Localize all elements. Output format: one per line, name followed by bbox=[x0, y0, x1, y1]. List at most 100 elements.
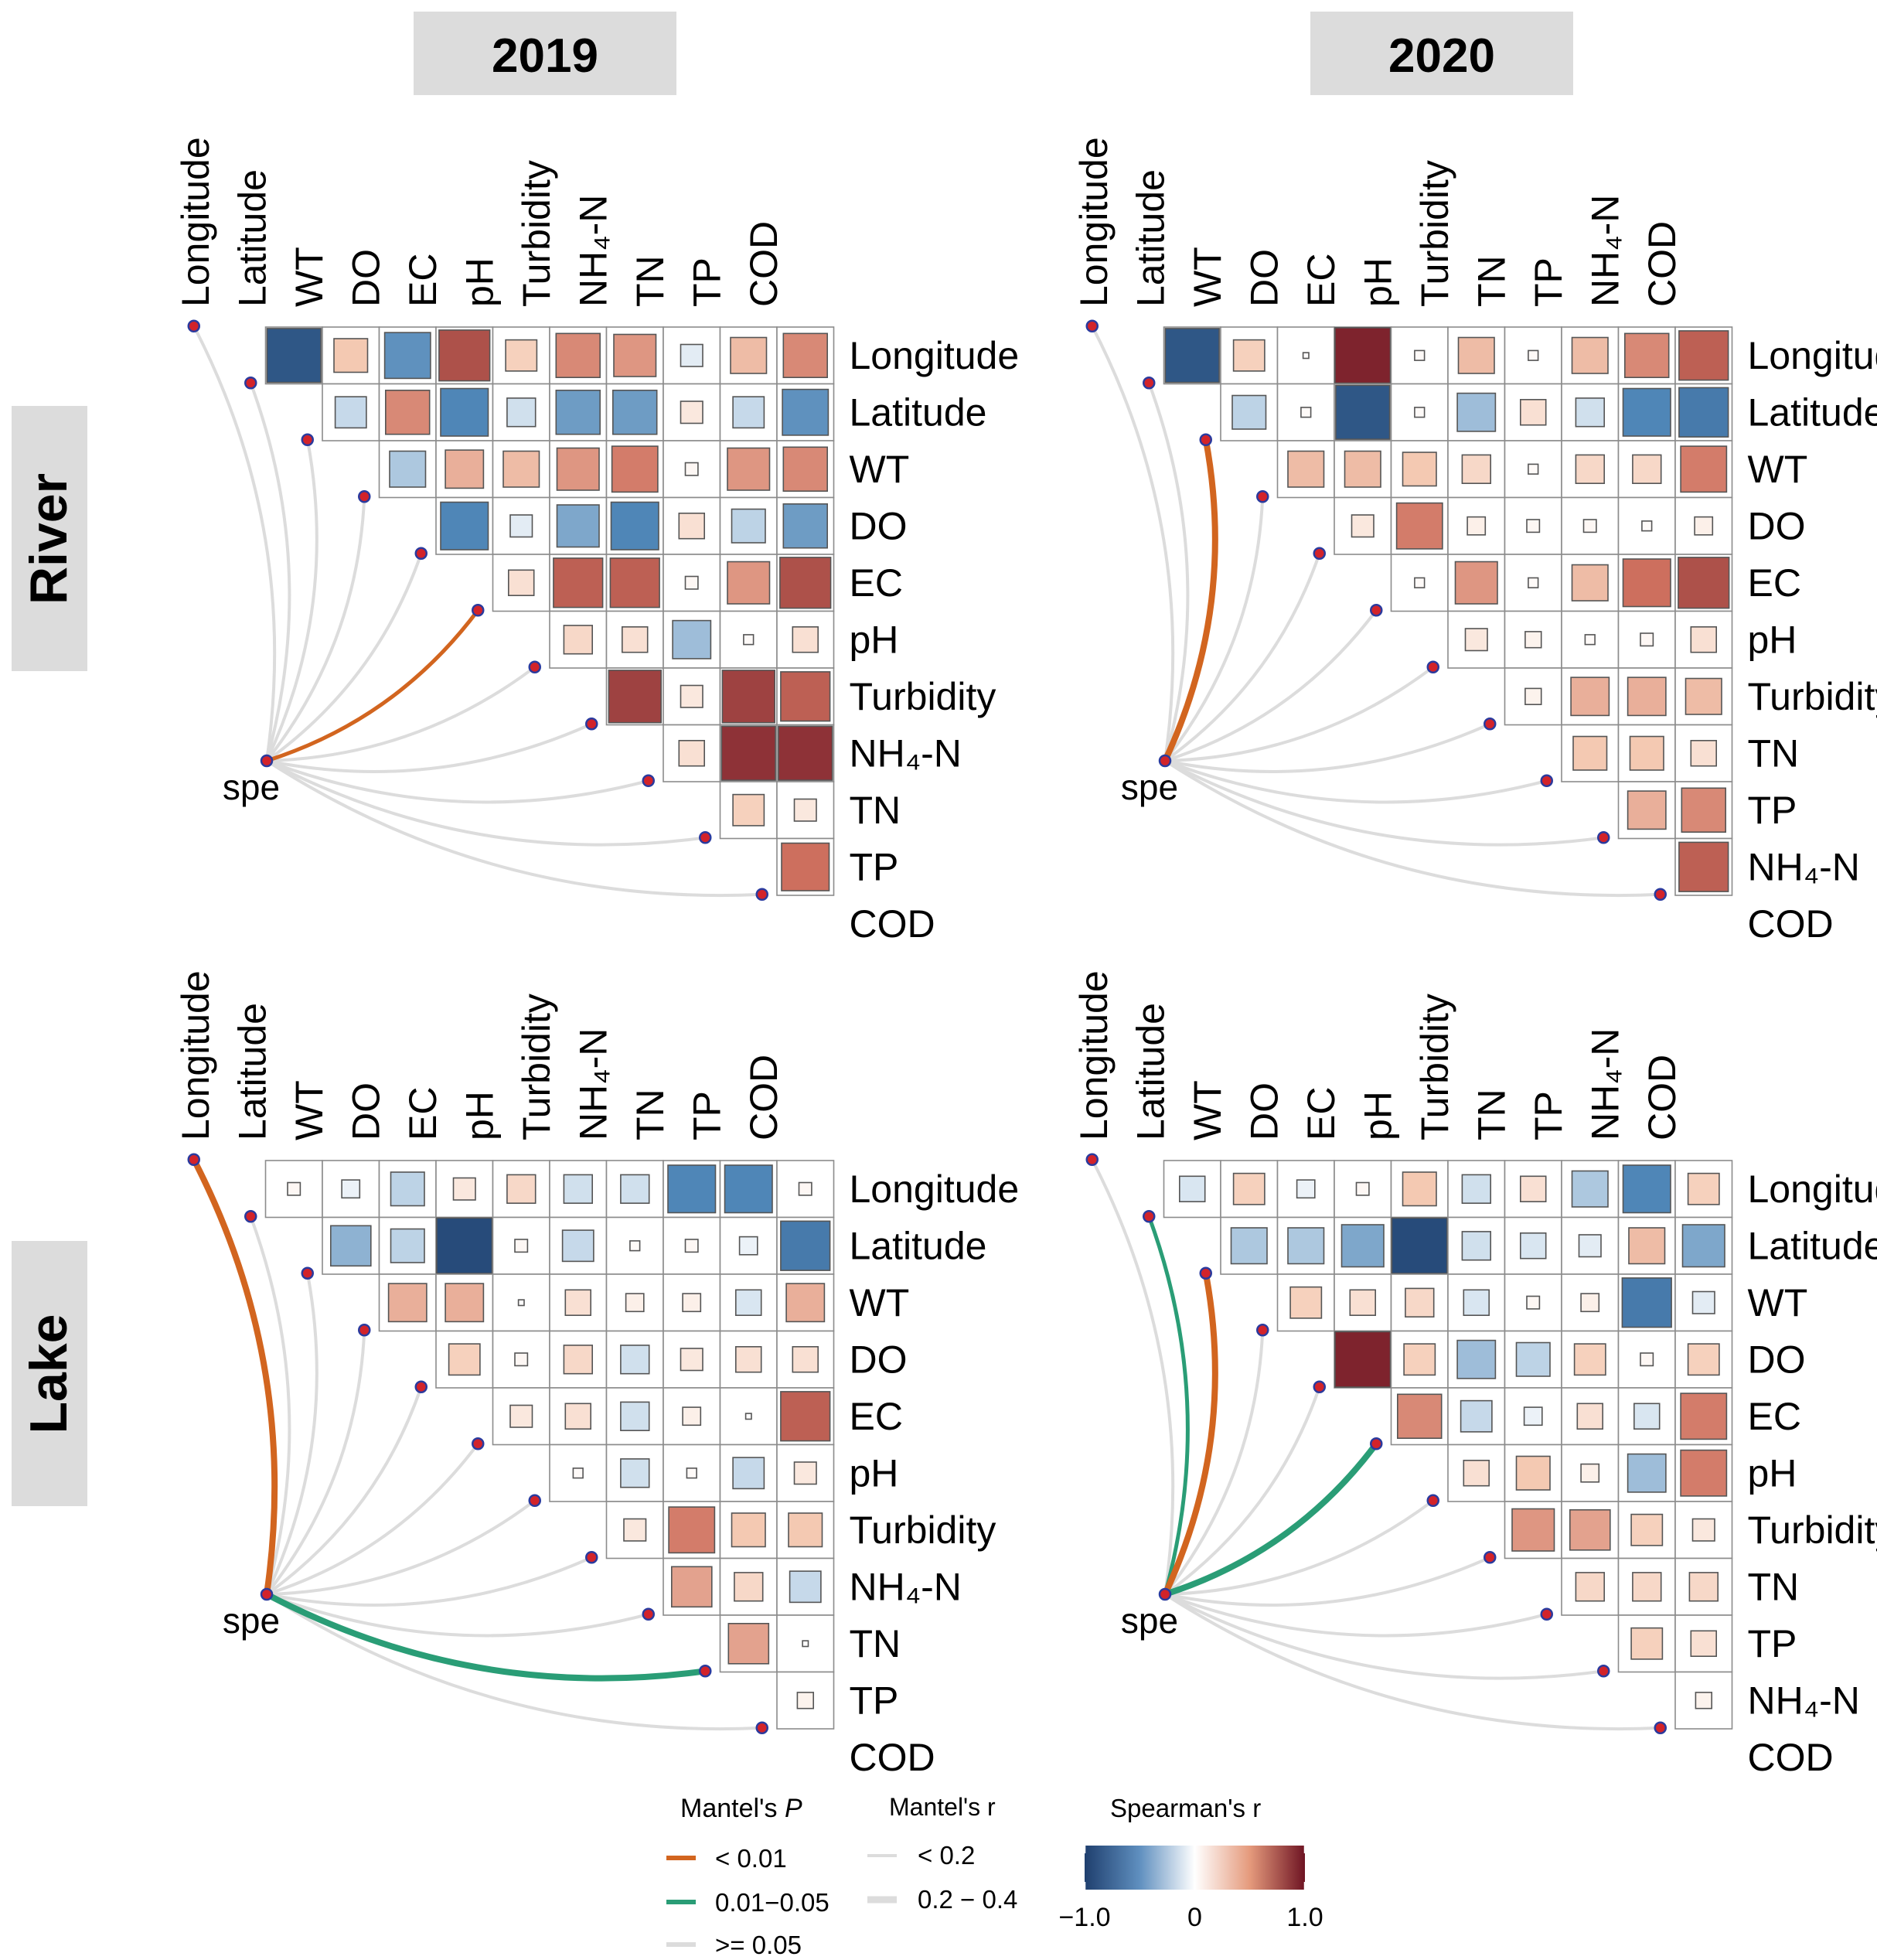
corr-square-wt-ph bbox=[517, 1299, 525, 1307]
corr-square-ec-turbidity bbox=[1460, 1399, 1493, 1433]
corr-square-longitude-tp bbox=[1571, 336, 1609, 374]
corr-square-latitude-tn bbox=[684, 1239, 699, 1253]
col-label-latitude: Latitude bbox=[1129, 1003, 1172, 1140]
point-turbidity bbox=[528, 660, 541, 673]
point-do bbox=[1256, 490, 1269, 503]
corr-square-do-turbidity bbox=[1456, 1339, 1497, 1379]
mantel-link-nh4-n bbox=[265, 722, 594, 773]
mantel-link-ph bbox=[1163, 608, 1378, 762]
corr-square-tn-cod bbox=[1688, 1572, 1719, 1602]
corr-square-turbidity-nh4-n bbox=[623, 1518, 647, 1542]
legend-mantel-p: Mantel's P < 0.01 0.01−0.05 >= 0.05 bbox=[666, 1794, 829, 1959]
mantel-link-tn bbox=[1163, 1556, 1492, 1607]
corr-square-turbidity-cod bbox=[780, 671, 831, 722]
corr-square-tp-cod bbox=[781, 842, 830, 891]
col-label-tn: TN bbox=[1470, 1089, 1513, 1140]
corr-square-ec-ph bbox=[509, 1404, 533, 1428]
corr-square-nh4-n-tn bbox=[670, 1566, 713, 1608]
col-label-tn: TN bbox=[1470, 255, 1513, 307]
corr-square-ph-cod bbox=[1690, 625, 1718, 653]
point-ph bbox=[1370, 1437, 1383, 1450]
col-label-longitude: Longitude bbox=[174, 137, 217, 307]
col-label-ph: pH bbox=[1356, 1091, 1399, 1140]
corr-square-longitude-nh4-n bbox=[620, 1174, 650, 1205]
row-label-cod: COD bbox=[1748, 1736, 1834, 1779]
corr-square-longitude-ec bbox=[1334, 327, 1392, 384]
corr-square-turbidity-cod bbox=[1691, 1518, 1715, 1542]
cell-wt-tp bbox=[719, 1273, 778, 1332]
mantel-link-longitude bbox=[192, 324, 277, 762]
point-ph bbox=[472, 1437, 485, 1450]
corr-square-wt-ec bbox=[1344, 450, 1381, 488]
corr-square-ec-cod bbox=[780, 1391, 831, 1442]
corr-square-ph-nh4-n bbox=[1640, 632, 1654, 647]
row-label-ph: pH bbox=[850, 618, 899, 661]
corr-square-longitude-turbidity bbox=[563, 1174, 594, 1205]
corr-square-wt-ec bbox=[1349, 1289, 1377, 1317]
cell-ph-tp bbox=[1561, 610, 1620, 669]
row-label-latitude: Latitude bbox=[850, 1224, 987, 1267]
point-ec bbox=[414, 1380, 428, 1393]
col-label-longitude: Longitude bbox=[1072, 970, 1116, 1140]
corr-square-do-turbidity bbox=[563, 1345, 594, 1375]
point-longitude bbox=[187, 319, 200, 332]
mantel-link-ec bbox=[1163, 1385, 1321, 1596]
col-label-tp: TP bbox=[685, 1091, 728, 1140]
corr-square-longitude-ph bbox=[1414, 349, 1426, 361]
spe-label: spe bbox=[223, 767, 280, 807]
year-2020-header: 2020 bbox=[1388, 29, 1495, 83]
correlation-grid bbox=[1163, 326, 1733, 896]
mantel-link-turbidity bbox=[1163, 665, 1435, 762]
corr-square-do-ec bbox=[1334, 1331, 1392, 1388]
mantel-link-cod bbox=[265, 1593, 764, 1731]
mantel-link-tn bbox=[1163, 722, 1492, 773]
corr-square-nh4-n-cod bbox=[778, 725, 833, 781]
mantel-link-cod bbox=[1163, 1593, 1662, 1731]
row-label-wt: WT bbox=[850, 1281, 910, 1324]
corr-square-latitude-tp bbox=[1578, 1234, 1602, 1258]
corr-square-ec-tn bbox=[1528, 577, 1539, 588]
corr-square-latitude-cod bbox=[1681, 1224, 1725, 1268]
mantel-link-ph bbox=[264, 608, 480, 763]
corr-square-longitude-ec bbox=[452, 1177, 476, 1201]
point-cod bbox=[755, 888, 768, 901]
legend-r-label-02-04: 0.2 − 0.4 bbox=[918, 1885, 1017, 1914]
row-label-ph: pH bbox=[1748, 618, 1797, 661]
point-wt bbox=[301, 1266, 314, 1280]
corr-square-latitude-tn bbox=[680, 401, 703, 424]
point-tn bbox=[1484, 718, 1497, 731]
corr-square-ec-tp bbox=[744, 1413, 752, 1420]
corr-square-ec-nh4-n bbox=[1633, 1403, 1661, 1430]
corr-square-wt-do bbox=[387, 1283, 428, 1323]
corr-square-latitude-ec bbox=[1340, 1224, 1385, 1268]
corr-square-longitude-ec bbox=[1355, 1181, 1370, 1196]
corr-square-tn-tp bbox=[727, 1623, 770, 1665]
corr-square-ph-turbidity bbox=[1463, 1460, 1490, 1487]
mantel-link-turbidity bbox=[265, 665, 537, 762]
col-label-nh4-n: NH₄-N bbox=[1583, 195, 1627, 307]
mantel-link-longitude bbox=[190, 1156, 278, 1597]
spe-node bbox=[260, 754, 274, 768]
corr-square-latitude-cod bbox=[780, 1220, 831, 1271]
corr-square-latitude-wt bbox=[1231, 394, 1267, 430]
year-2020-header-bg bbox=[1310, 12, 1573, 95]
row-labels: Longitude Latitude WT DO EC pH Turbidity TN TP NH… bbox=[1748, 334, 1877, 946]
cell-ph-cod bbox=[776, 1444, 835, 1502]
cell-longitude-ec bbox=[435, 1160, 494, 1219]
variable-points bbox=[1085, 319, 1667, 901]
row-label-tp: TP bbox=[1748, 789, 1797, 832]
mantel-links bbox=[192, 324, 764, 898]
variable-points bbox=[1085, 1153, 1667, 1734]
mantel-link-wt bbox=[1162, 436, 1218, 764]
top-labels: Longitude Latitude WT DO EC pH Turbidity TN TP NH… bbox=[1072, 970, 1684, 1140]
corr-square-ph-tp bbox=[1580, 1463, 1600, 1483]
mantel-link-latitude bbox=[1147, 381, 1190, 762]
row-label-ec: EC bbox=[850, 1395, 903, 1438]
cell-latitude-tp bbox=[719, 383, 778, 441]
corr-square-latitude-ph bbox=[1391, 1217, 1448, 1274]
point-tn bbox=[642, 774, 655, 787]
spe-node bbox=[1158, 754, 1172, 768]
corr-square-ec-tp bbox=[1576, 1403, 1604, 1430]
corr-square-nh4-n-cod bbox=[1695, 1692, 1712, 1709]
point-cod bbox=[1654, 888, 1667, 901]
